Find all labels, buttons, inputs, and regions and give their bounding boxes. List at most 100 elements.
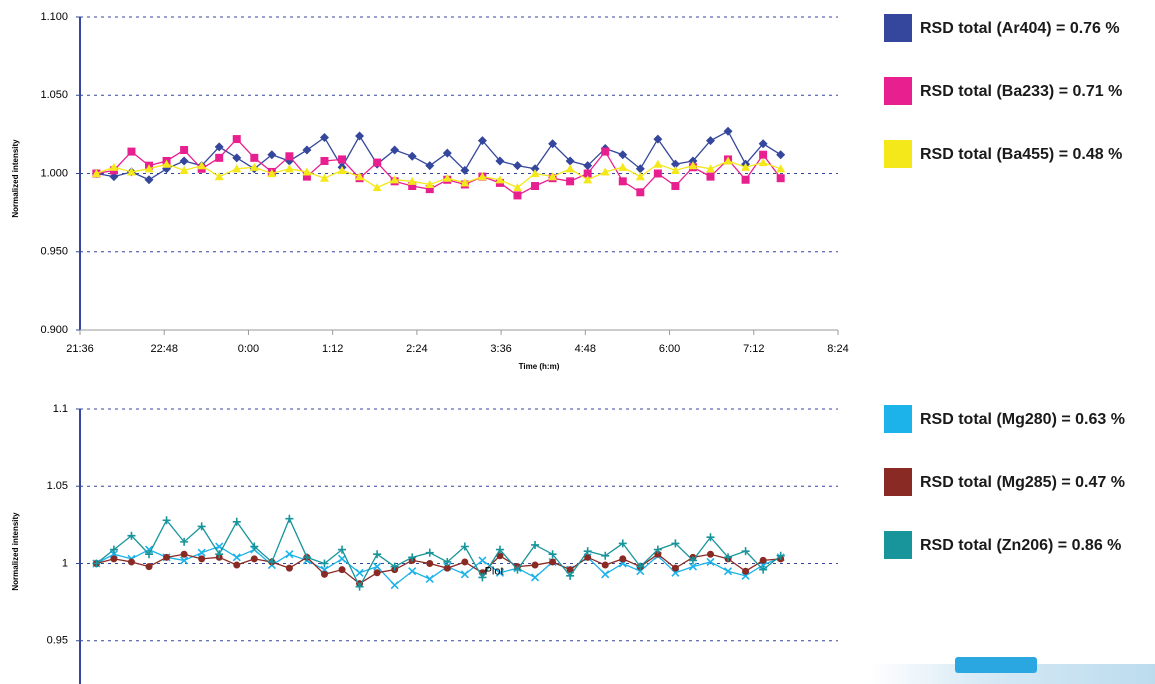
x-tick-label: 22:48 — [150, 343, 178, 355]
marker — [250, 555, 258, 563]
marker — [531, 561, 539, 569]
marker — [302, 145, 312, 155]
marker — [285, 550, 294, 559]
marker — [618, 150, 628, 160]
marker — [776, 551, 785, 560]
marker — [706, 557, 715, 567]
marker — [618, 177, 627, 186]
marker — [618, 162, 628, 171]
legend-label: RSD total (Ar404) = 0.76 % — [920, 20, 1120, 37]
y-tick-label: 0.900 — [40, 324, 68, 336]
marker — [495, 545, 504, 554]
marker — [601, 570, 610, 579]
series-line — [96, 138, 782, 197]
marker — [530, 164, 540, 174]
marker — [319, 133, 329, 143]
y-axis-title: Normalized intensity — [11, 512, 20, 591]
marker — [373, 569, 381, 577]
marker — [619, 555, 627, 563]
marker — [723, 126, 733, 136]
legend-label: RSD total (Ba455) = 0.48 % — [920, 146, 1122, 163]
marker — [478, 556, 487, 565]
marker — [232, 517, 241, 526]
marker — [758, 158, 768, 167]
marker — [512, 161, 522, 171]
marker — [583, 547, 592, 556]
marker — [214, 142, 224, 152]
series-line — [96, 130, 782, 181]
legend-swatch — [884, 468, 912, 496]
marker — [478, 573, 487, 582]
marker — [232, 135, 241, 144]
marker — [513, 565, 522, 574]
marker — [635, 164, 645, 174]
marker — [601, 561, 609, 569]
annotation: Plot — [485, 566, 504, 578]
legend-swatch — [884, 14, 912, 42]
marker — [531, 540, 540, 549]
marker — [390, 562, 399, 571]
marker — [601, 551, 610, 560]
marker — [671, 564, 679, 572]
marker — [408, 182, 417, 191]
y-tick-label: 1.000 — [40, 167, 68, 179]
marker — [583, 161, 593, 171]
marker — [390, 175, 400, 184]
marker — [320, 570, 328, 578]
marker — [583, 175, 593, 184]
marker — [688, 556, 697, 565]
marker — [636, 562, 645, 571]
marker — [425, 161, 435, 171]
marker — [127, 558, 135, 566]
x-tick-label: 7:12 — [743, 343, 764, 355]
marker — [109, 162, 119, 171]
marker — [215, 153, 224, 162]
marker — [267, 169, 277, 178]
marker — [425, 185, 434, 194]
marker — [408, 553, 417, 562]
x-tick-label: 4:48 — [575, 343, 596, 355]
marker — [477, 172, 487, 181]
marker — [442, 148, 452, 158]
marker — [548, 550, 557, 559]
marker — [443, 557, 452, 566]
marker — [566, 177, 575, 186]
legend-label: RSD total (Mg280) = 0.63 % — [920, 411, 1125, 428]
y-tick-label: 1.100 — [40, 11, 68, 23]
marker — [635, 172, 645, 181]
marker — [372, 183, 382, 192]
marker — [163, 553, 171, 561]
marker — [461, 558, 469, 566]
marker — [232, 164, 242, 173]
marker — [653, 159, 663, 168]
decorative-image — [955, 657, 1037, 673]
marker — [495, 568, 505, 577]
marker — [512, 183, 522, 192]
marker — [513, 191, 522, 200]
marker — [601, 147, 610, 156]
marker — [741, 547, 750, 556]
series-line — [96, 553, 781, 585]
marker — [636, 188, 645, 197]
marker — [706, 533, 715, 542]
marker — [179, 156, 189, 166]
legend-swatch — [884, 140, 912, 168]
marker — [355, 172, 365, 181]
marker — [162, 159, 172, 168]
marker — [425, 574, 434, 584]
marker — [232, 153, 242, 163]
marker — [127, 531, 136, 540]
marker — [390, 581, 399, 590]
decorative-image — [870, 664, 1155, 684]
legend-swatch — [884, 531, 912, 559]
marker — [548, 139, 558, 149]
y-tick-label: 0.950 — [40, 246, 68, 258]
marker — [583, 169, 592, 178]
marker — [548, 172, 558, 181]
marker — [180, 556, 189, 565]
marker — [338, 566, 346, 574]
marker — [654, 550, 662, 558]
marker — [319, 173, 329, 182]
marker — [443, 564, 451, 572]
y-tick-label: 1.1 — [53, 403, 68, 415]
